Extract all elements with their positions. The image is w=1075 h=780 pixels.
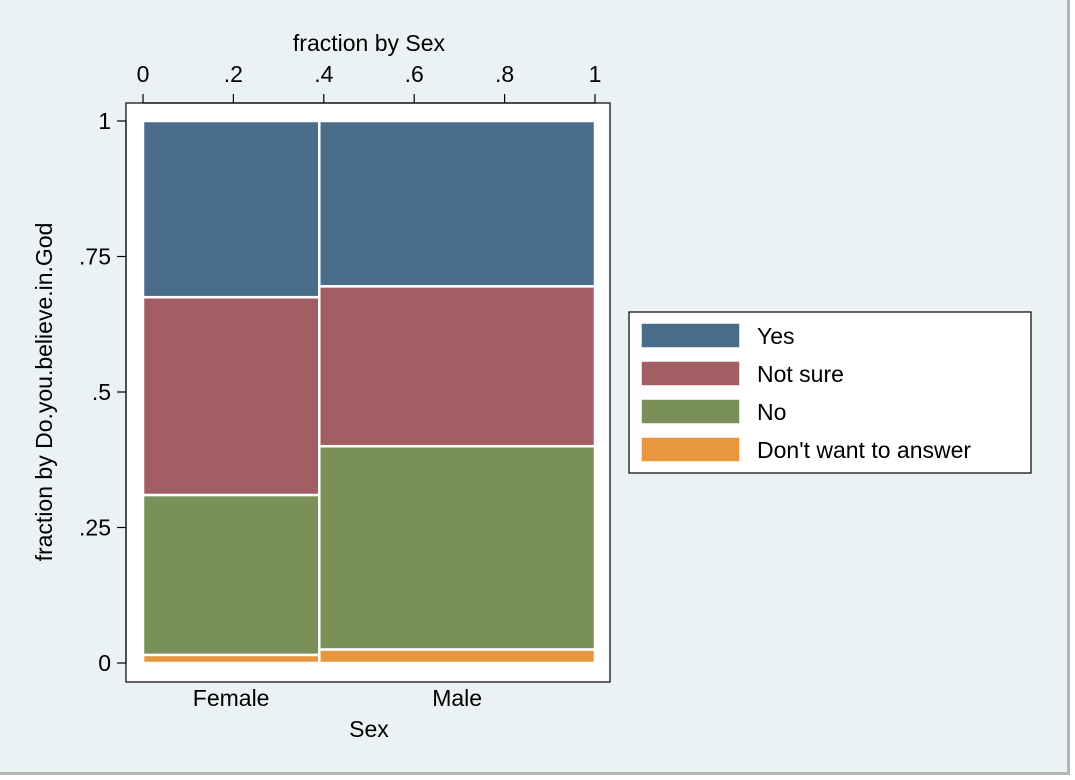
legend-label: Don't want to answer [757, 437, 971, 463]
mosaic-tile: Male / No: 0.375 [318, 444, 597, 651]
top-axis: fraction by Sex 0 .2 .4 .6 .8 1 [137, 30, 602, 104]
y-axis-title: fraction by Do.you.believe.in.God [31, 223, 57, 562]
top-axis-tick-label: .4 [314, 61, 333, 87]
left-axis: fraction by Do.you.believe.in.God 0 .25 .5… [31, 108, 127, 676]
y-axis-tick-label: .25 [79, 515, 111, 541]
legend-swatch [640, 398, 741, 425]
top-axis-tick-label: 1 [589, 61, 602, 87]
mosaic-tile: Female / No: 0.295 [141, 493, 321, 657]
mosaic-tile: Male / Yes: 0.305 [318, 119, 597, 288]
top-axis-title: fraction by Sex [293, 30, 446, 56]
legend-label: No [757, 399, 786, 425]
y-axis-tick-label: 1 [98, 108, 111, 134]
legend: Yes Not sure No Don't want to answer [628, 311, 1032, 474]
top-axis-tick-label: .6 [405, 61, 424, 87]
mosaic-tile: Male / Not sure: 0.295 [318, 285, 597, 448]
legend-label: Not sure [757, 361, 844, 387]
y-axis-tick-label: .75 [79, 244, 111, 270]
x-category-label: Male [432, 685, 482, 711]
x-category-label: Female [193, 685, 270, 711]
legend-swatch [640, 360, 741, 387]
top-axis-tick-label: 0 [137, 61, 150, 87]
x-axis-title: Sex [349, 716, 389, 742]
mosaic-tile: Female / Yes: 0.325 [141, 119, 321, 299]
bottom-axis: Sex Female Male [193, 685, 482, 742]
legend-swatch [640, 322, 741, 349]
top-axis-tick-label: .2 [224, 61, 243, 87]
legend-swatch [640, 436, 741, 463]
mosaic-tile: Female / Not sure: 0.365 [141, 295, 321, 497]
mosaic-tile: Male / Don't want to answer: 0.025 [318, 648, 597, 665]
tiles: Female / Don't want to answer: 0.015Fema… [141, 119, 597, 665]
top-axis-tick-label: .8 [495, 61, 514, 87]
y-axis-tick-label: 0 [98, 650, 111, 676]
legend-label: Yes [757, 323, 795, 349]
y-axis-tick-label: .5 [92, 379, 111, 405]
